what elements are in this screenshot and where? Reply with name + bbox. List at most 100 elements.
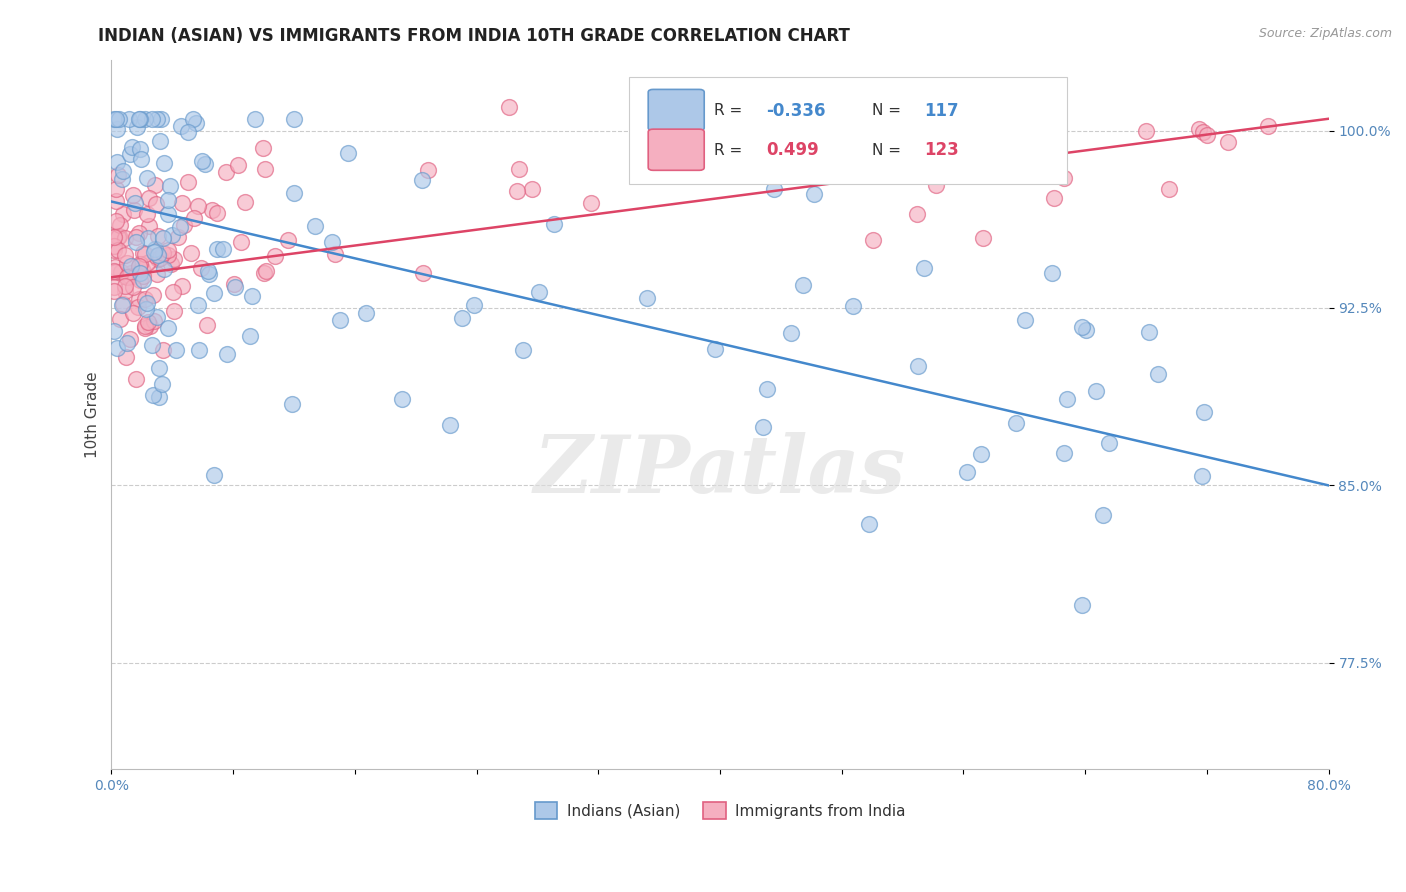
Point bbox=[134, 319, 156, 334]
Point bbox=[194, 157, 217, 171]
Point bbox=[134, 292, 156, 306]
Point bbox=[162, 252, 184, 267]
Point bbox=[1192, 405, 1215, 419]
Point bbox=[205, 206, 228, 220]
Point bbox=[108, 218, 131, 232]
Point bbox=[962, 100, 984, 114]
Point bbox=[159, 178, 181, 193]
Point bbox=[321, 235, 343, 250]
Point bbox=[111, 297, 134, 311]
Text: Source: ZipAtlas.com: Source: ZipAtlas.com bbox=[1258, 27, 1392, 40]
Point bbox=[142, 287, 165, 301]
Point bbox=[132, 269, 155, 284]
Point bbox=[842, 300, 865, 314]
Text: 0.499: 0.499 bbox=[766, 142, 820, 160]
Point bbox=[356, 306, 378, 320]
Legend: Indians (Asian), Immigrants from India: Indians (Asian), Immigrants from India bbox=[529, 796, 911, 825]
Point bbox=[120, 266, 142, 280]
Point bbox=[152, 245, 174, 260]
Point bbox=[122, 202, 145, 217]
Point bbox=[1071, 319, 1094, 334]
Point bbox=[142, 388, 165, 402]
Point bbox=[103, 263, 125, 277]
Point bbox=[159, 257, 181, 271]
Point bbox=[103, 243, 125, 257]
Point bbox=[156, 248, 179, 262]
Point bbox=[202, 285, 225, 300]
Point bbox=[283, 112, 305, 126]
Point bbox=[149, 251, 172, 265]
Point bbox=[103, 230, 125, 244]
Point bbox=[167, 229, 190, 244]
Point bbox=[105, 341, 128, 355]
Point bbox=[136, 315, 159, 329]
Point bbox=[1157, 182, 1180, 196]
Point bbox=[120, 260, 142, 274]
Point bbox=[149, 134, 172, 148]
Point bbox=[114, 248, 136, 262]
Point bbox=[165, 343, 187, 357]
Point bbox=[190, 261, 212, 276]
Point bbox=[1188, 121, 1211, 136]
Point bbox=[304, 219, 326, 233]
Point bbox=[135, 302, 157, 317]
Point bbox=[181, 112, 204, 126]
FancyBboxPatch shape bbox=[648, 89, 704, 130]
Text: INDIAN (ASIAN) VS IMMIGRANTS FROM INDIA 10TH GRADE CORRELATION CHART: INDIAN (ASIAN) VS IMMIGRANTS FROM INDIA … bbox=[98, 27, 851, 45]
Point bbox=[177, 175, 200, 189]
Point bbox=[103, 112, 125, 126]
Point bbox=[148, 252, 170, 266]
Point bbox=[103, 324, 125, 338]
Text: 123: 123 bbox=[925, 142, 959, 160]
Point bbox=[122, 188, 145, 202]
Point bbox=[134, 247, 156, 261]
Point bbox=[110, 265, 132, 279]
Point bbox=[104, 213, 127, 227]
Point bbox=[512, 343, 534, 358]
Point bbox=[862, 233, 884, 247]
Point bbox=[107, 230, 129, 244]
Point bbox=[543, 217, 565, 231]
Point bbox=[112, 207, 135, 221]
Point bbox=[136, 231, 159, 245]
Point bbox=[148, 229, 170, 244]
Point bbox=[129, 152, 152, 166]
Point bbox=[252, 141, 274, 155]
Point bbox=[790, 112, 813, 126]
Point bbox=[215, 347, 238, 361]
Point bbox=[756, 382, 779, 396]
Point bbox=[146, 247, 169, 261]
Point bbox=[103, 239, 125, 253]
Point bbox=[128, 142, 150, 156]
Point bbox=[142, 244, 165, 259]
Point bbox=[1192, 125, 1215, 139]
Point bbox=[127, 120, 149, 134]
Text: N =: N = bbox=[872, 143, 905, 158]
Point bbox=[211, 242, 233, 256]
Point bbox=[105, 194, 128, 208]
Point bbox=[418, 162, 440, 177]
Text: ZIPatlas: ZIPatlas bbox=[534, 433, 905, 510]
Point bbox=[222, 277, 245, 291]
Point bbox=[173, 219, 195, 233]
Point bbox=[152, 231, 174, 245]
Point bbox=[240, 289, 263, 303]
Point bbox=[132, 273, 155, 287]
Point bbox=[233, 195, 256, 210]
Point bbox=[451, 311, 474, 326]
Point bbox=[264, 249, 287, 263]
Point bbox=[103, 280, 125, 294]
Point bbox=[328, 313, 350, 327]
Point bbox=[197, 263, 219, 277]
Point bbox=[136, 207, 159, 221]
Point bbox=[254, 264, 277, 278]
Point bbox=[1084, 384, 1107, 398]
Point bbox=[283, 186, 305, 200]
Point bbox=[1098, 436, 1121, 450]
Point bbox=[143, 242, 166, 256]
Point bbox=[703, 342, 725, 356]
Point bbox=[1043, 191, 1066, 205]
Point bbox=[969, 447, 991, 461]
Point bbox=[439, 418, 461, 433]
Point bbox=[104, 112, 127, 126]
